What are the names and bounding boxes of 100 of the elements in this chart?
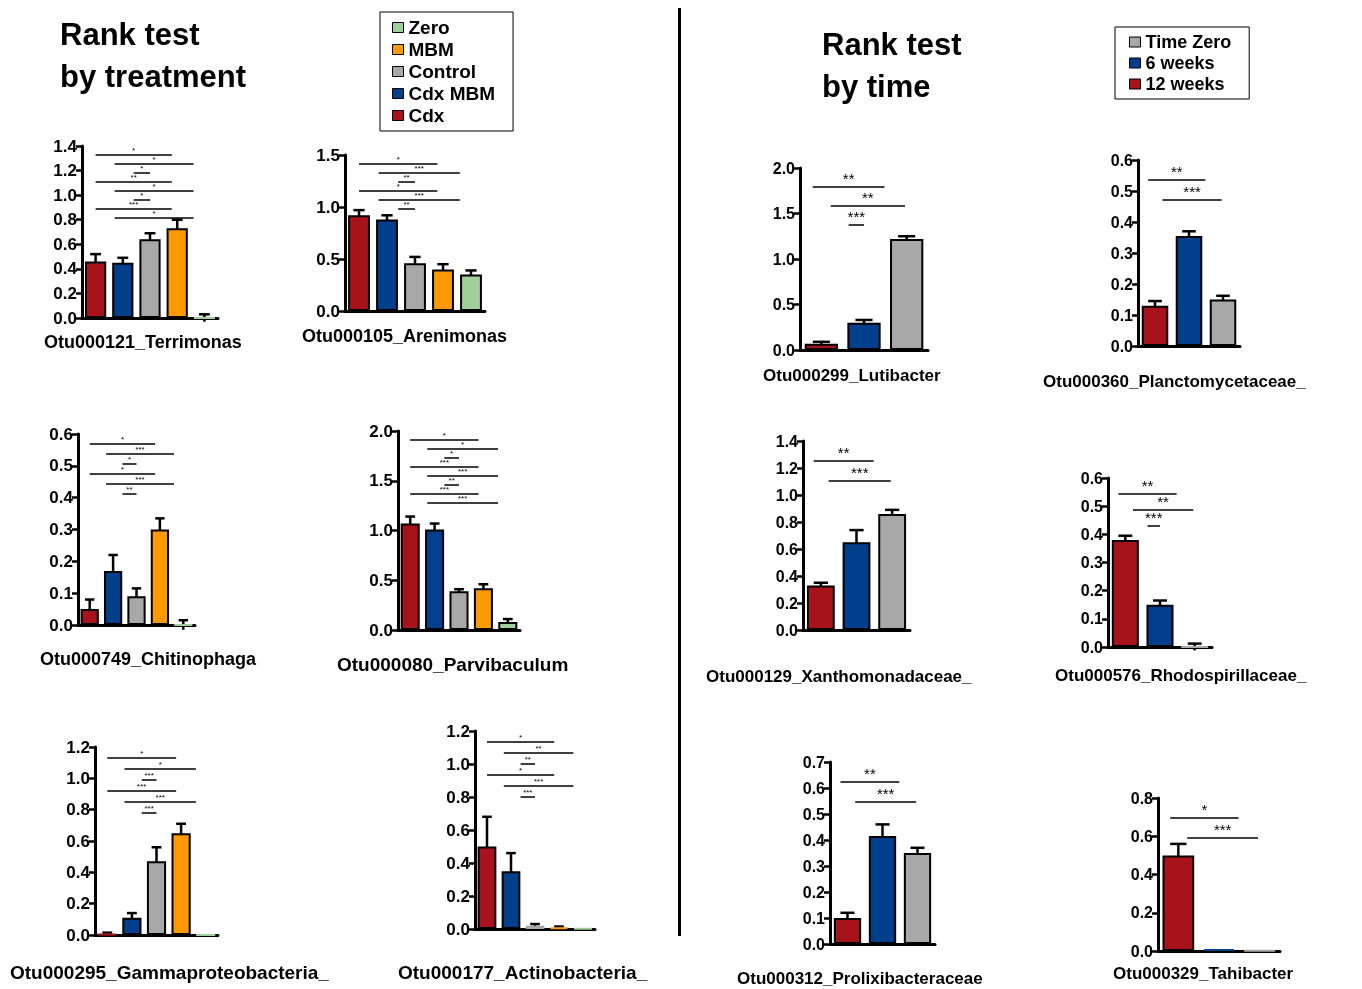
y-tick-label: 1.4 <box>775 432 799 450</box>
annotation: ** <box>403 199 410 209</box>
y-tick-label: 1.0 <box>775 486 799 504</box>
y-tick-label: 1.4 <box>53 136 78 156</box>
y-tick-label: 0.0 <box>66 925 90 945</box>
annotation: ** <box>1141 477 1154 494</box>
y-tick-label: 1.0 <box>772 250 796 268</box>
annotation: * <box>396 181 400 191</box>
annotation: *** <box>439 484 450 494</box>
x-axis-title: Otu000329_Tahibacter <box>1113 963 1294 983</box>
y-tick-label: 0.7 <box>802 753 826 771</box>
y-tick-label: 0.1 <box>802 909 826 927</box>
annotation: * <box>152 208 156 218</box>
annotation: * <box>158 759 162 769</box>
y-tick-label: 1.0 <box>316 197 340 217</box>
legend-label: Control <box>408 61 477 82</box>
annotation: * <box>1201 801 1208 818</box>
y-tick-label: 0.6 <box>775 540 799 558</box>
y-tick-label: 0.0 <box>775 621 799 639</box>
y-tick-label: 1.0 <box>369 521 393 540</box>
y-tick-label: 0.2 <box>802 883 826 901</box>
x-axis-title: Otu000749_Chitinophaga <box>40 649 258 670</box>
y-tick-label: 0.0 <box>772 341 796 359</box>
y-tick-label: 0.5 <box>802 805 826 823</box>
annotation: ** <box>1170 163 1183 180</box>
y-tick-label: 1.0 <box>446 754 470 774</box>
annotation: ** <box>837 444 850 461</box>
x-axis-title: Otu000576_Rhodospirillaceae_ <box>1055 665 1307 685</box>
y-tick-label: 1.2 <box>446 721 470 741</box>
annotation: ** <box>862 189 874 206</box>
annotation: *** <box>414 190 424 200</box>
y-tick-label: 0.4 <box>802 831 826 849</box>
annotation: * <box>127 454 132 464</box>
y-tick-label: 0.1 <box>1080 610 1104 628</box>
annotation: * <box>120 434 125 444</box>
y-tick-label: 0.6 <box>446 820 470 840</box>
annotation: *** <box>135 444 145 454</box>
y-tick-label: 0.5 <box>369 570 393 590</box>
legend-label: MBM <box>408 39 454 60</box>
annotation: *** <box>414 163 424 173</box>
annotation: *** <box>137 781 147 791</box>
annotation: *** <box>155 792 165 802</box>
y-tick-label: 0.1 <box>49 583 73 603</box>
x-axis-title: Otu000105_Arenimonas <box>302 326 508 347</box>
y-tick-label: 0.6 <box>66 831 90 851</box>
y-tick-label: 0.4 <box>775 567 799 585</box>
y-tick-label: 0.8 <box>1130 789 1154 807</box>
y-tick-label: 0.6 <box>49 424 73 444</box>
y-tick-label: 0.2 <box>1110 275 1134 293</box>
annotation: *** <box>439 457 450 467</box>
annotation: * <box>140 190 144 200</box>
x-axis-title: Otu000295_Gammaproteobacteria_ <box>10 961 330 983</box>
y-tick-label: 0.5 <box>1110 182 1134 200</box>
annotation: ** <box>524 754 531 764</box>
y-tick-label: 0.8 <box>446 787 470 807</box>
legend-label: Cdx MBM <box>408 83 496 104</box>
y-tick-label: 0.6 <box>1130 827 1154 845</box>
y-tick-label: 1.2 <box>775 459 799 477</box>
y-tick-label: 0.6 <box>53 234 77 254</box>
annotation: * <box>132 145 136 155</box>
y-tick-label: 0.0 <box>49 615 73 635</box>
x-axis-title: Otu000360_Planctomycetaceae_ <box>1043 371 1307 391</box>
y-tick-label: 0.0 <box>446 919 470 939</box>
legend-label: Time Zero <box>1145 32 1232 52</box>
annotation: * <box>519 765 523 775</box>
y-tick-label: 1.5 <box>316 145 340 165</box>
y-tick-label: 0.2 <box>1080 582 1104 600</box>
y-tick-label: 0.3 <box>1110 244 1134 262</box>
x-axis-title: Otu000121_Terrimonas <box>44 332 242 353</box>
y-tick-label: 0.2 <box>53 283 77 303</box>
annotation: ** <box>535 743 542 753</box>
legend-label: 6 weeks <box>1145 53 1215 73</box>
annotation: *** <box>144 803 154 813</box>
annotation: * <box>396 154 400 164</box>
x-axis-title: Otu000177_Actinobacteria_ <box>398 961 648 983</box>
y-tick-label: 0.6 <box>1110 151 1134 169</box>
y-tick-label: 0.3 <box>49 520 73 539</box>
y-tick-label: 0.0 <box>1080 638 1104 656</box>
annotation: *** <box>847 208 866 225</box>
x-axis-title: Otu000299_Lutibacter <box>763 365 942 385</box>
legend-label: Cdx <box>408 105 445 126</box>
annotation: ** <box>130 172 137 182</box>
y-tick-label: 0.5 <box>316 249 340 269</box>
y-tick-label: 0.2 <box>66 894 90 914</box>
y-tick-label: 0.0 <box>53 308 77 328</box>
annotation: * <box>519 732 523 742</box>
y-tick-label: 0.6 <box>1080 469 1104 487</box>
y-tick-label: 0.0 <box>369 620 393 640</box>
y-tick-label: 1.5 <box>772 205 796 222</box>
annotation: *** <box>533 776 544 786</box>
annotation: *** <box>850 464 869 481</box>
annotation: *** <box>1183 183 1201 200</box>
y-tick-label: 0.4 <box>1130 866 1154 883</box>
annotation: ** <box>842 170 855 187</box>
y-tick-label: 0.4 <box>1110 213 1134 231</box>
y-tick-label: 1.2 <box>53 161 77 181</box>
x-axis-title: Otu000080_Parvibaculum <box>337 653 569 675</box>
annotation: *** <box>1145 509 1163 526</box>
chart-title: Rank test by time <box>822 26 962 104</box>
y-tick-label: 0.2 <box>446 886 470 906</box>
